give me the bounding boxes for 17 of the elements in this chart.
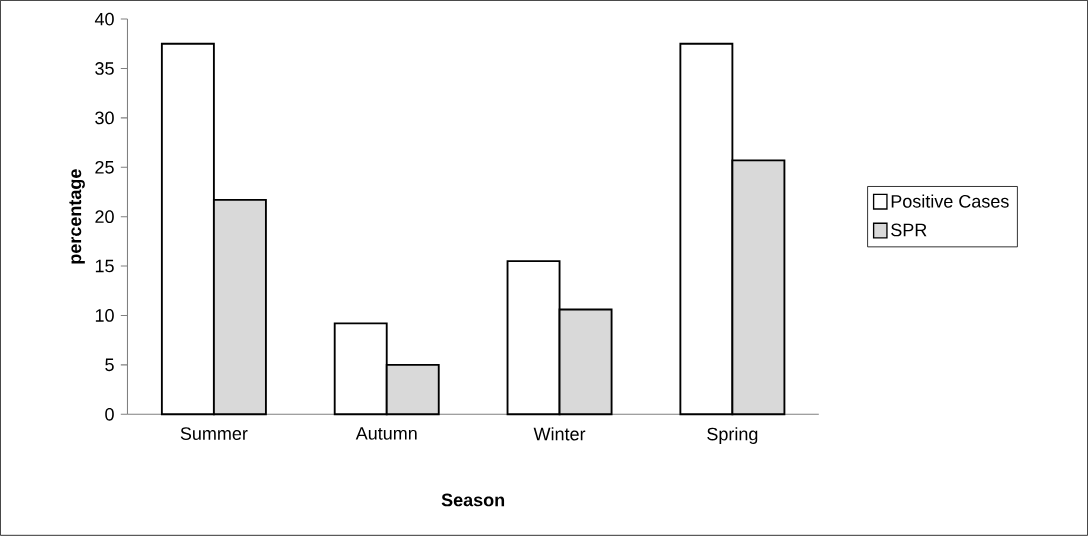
y-tick-label: 0 (105, 408, 114, 421)
legend-label: SPR (891, 223, 927, 237)
y-tick-label: 40 (94, 12, 114, 26)
y-tick-label: 20 (95, 210, 114, 224)
y-tick-label: 10 (95, 309, 114, 322)
y-axis-title: percentage (69, 169, 85, 264)
y-tick-label: 25 (95, 161, 114, 174)
x-tick-label: Summer (180, 427, 248, 441)
x-tick-label: Winter (533, 427, 586, 441)
x-tick-label: Autumn (355, 427, 417, 440)
x-axis-title: Season (441, 493, 505, 507)
legend-label: Positive Cases (891, 194, 1009, 208)
y-tick-label: 15 (95, 259, 114, 273)
y-tick-label: 30 (95, 111, 114, 125)
x-tick-label: Spring (707, 427, 758, 445)
y-tick-label: 5 (105, 358, 114, 372)
y-tick-label: 35 (95, 62, 114, 75)
